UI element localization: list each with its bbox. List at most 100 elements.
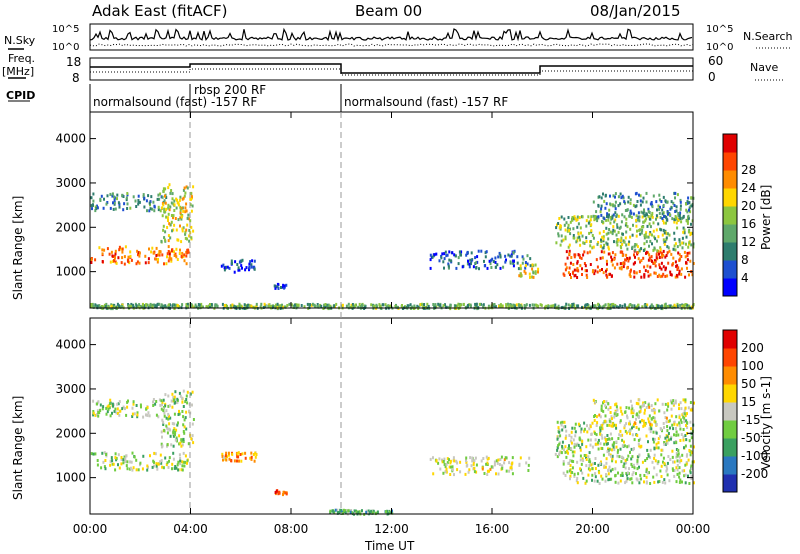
data-cell bbox=[673, 469, 676, 472]
data-cell bbox=[555, 226, 558, 230]
data-cell bbox=[457, 262, 460, 266]
data-cell bbox=[646, 264, 649, 268]
data-cell bbox=[664, 274, 667, 278]
data-cell bbox=[550, 304, 553, 308]
data-cell bbox=[319, 303, 322, 307]
data-cell bbox=[101, 407, 104, 411]
data-cell bbox=[588, 231, 591, 235]
data-cell bbox=[602, 401, 604, 405]
data-cell bbox=[429, 258, 432, 262]
data-cell bbox=[674, 399, 677, 403]
data-cell bbox=[465, 456, 468, 460]
data-cell bbox=[610, 217, 613, 221]
data-cell bbox=[124, 457, 127, 461]
data-cell bbox=[675, 430, 678, 434]
data-cell bbox=[529, 257, 532, 261]
data-cell bbox=[685, 424, 688, 427]
data-cell bbox=[562, 471, 565, 475]
data-cell bbox=[585, 273, 588, 277]
data-cell bbox=[672, 399, 675, 403]
data-cell bbox=[314, 305, 317, 309]
data-cell bbox=[631, 473, 634, 477]
data-cell bbox=[159, 209, 162, 213]
data-cell bbox=[137, 199, 140, 202]
data-cell bbox=[638, 398, 641, 402]
data-cell bbox=[624, 209, 627, 212]
data-cell bbox=[498, 251, 501, 255]
data-cell bbox=[578, 437, 581, 441]
data-cell bbox=[561, 420, 564, 424]
data-cell bbox=[687, 406, 690, 410]
data-cell bbox=[602, 237, 605, 241]
data-cell bbox=[658, 198, 661, 202]
data-cell bbox=[190, 437, 193, 441]
data-cell bbox=[173, 250, 175, 254]
data-cell bbox=[649, 273, 652, 277]
data-cell bbox=[500, 455, 503, 459]
data-cell bbox=[240, 259, 243, 263]
data-cell bbox=[687, 474, 689, 478]
data-cell bbox=[126, 192, 129, 195]
data-cell bbox=[605, 259, 608, 263]
data-cell bbox=[615, 413, 618, 417]
data-cell bbox=[679, 207, 682, 211]
data-cell bbox=[602, 271, 605, 275]
data-cell bbox=[181, 468, 184, 472]
data-cell bbox=[162, 224, 165, 228]
data-cell bbox=[177, 460, 180, 464]
data-cell bbox=[167, 412, 170, 416]
data-cell bbox=[159, 460, 162, 464]
data-cell bbox=[654, 402, 657, 406]
data-cell bbox=[231, 262, 233, 265]
data-cell bbox=[186, 305, 189, 309]
data-cell bbox=[683, 228, 686, 232]
data-cell bbox=[690, 477, 693, 480]
data-cell bbox=[657, 446, 660, 450]
data-cell bbox=[503, 461, 506, 465]
data-cell bbox=[116, 302, 119, 306]
data-cell bbox=[534, 263, 537, 267]
data-cell bbox=[685, 202, 688, 206]
data-cell bbox=[605, 202, 608, 206]
data-cell bbox=[583, 429, 586, 433]
data-cell bbox=[671, 305, 674, 309]
data-cell bbox=[570, 276, 572, 279]
data-cell bbox=[626, 473, 628, 477]
data-cell bbox=[574, 434, 577, 438]
data-cell bbox=[475, 266, 478, 269]
data-cell bbox=[450, 259, 453, 263]
data-cell bbox=[347, 302, 350, 306]
data-cell bbox=[165, 416, 168, 420]
data-cell bbox=[629, 432, 631, 436]
data-cell bbox=[146, 413, 149, 417]
data-cell bbox=[168, 422, 171, 426]
data-cell bbox=[627, 242, 630, 246]
data-cell bbox=[447, 262, 450, 266]
data-cell bbox=[165, 196, 168, 199]
data-cell bbox=[564, 235, 567, 239]
data-cell bbox=[638, 465, 640, 469]
data-cell bbox=[162, 228, 165, 232]
data-cell bbox=[641, 418, 643, 422]
data-cell bbox=[665, 221, 667, 225]
data-cell bbox=[573, 274, 576, 278]
data-cell bbox=[277, 287, 280, 290]
data-cell bbox=[653, 437, 656, 441]
data-cell bbox=[557, 234, 560, 238]
data-cell bbox=[475, 470, 478, 474]
data-cell bbox=[594, 472, 597, 476]
data-cell bbox=[643, 234, 646, 237]
data-cell bbox=[158, 253, 161, 257]
data-cell bbox=[103, 197, 105, 201]
data-cell bbox=[617, 481, 620, 485]
data-cell bbox=[185, 410, 188, 414]
data-cell bbox=[686, 221, 689, 225]
data-cell bbox=[449, 461, 452, 465]
data-cell bbox=[668, 249, 671, 253]
data-cell bbox=[609, 230, 612, 234]
data-cell bbox=[672, 402, 675, 406]
log-tick-lo-right: 10^0 bbox=[706, 42, 733, 53]
data-cell bbox=[692, 481, 695, 485]
data-cell bbox=[126, 202, 129, 206]
data-cell bbox=[615, 426, 618, 430]
